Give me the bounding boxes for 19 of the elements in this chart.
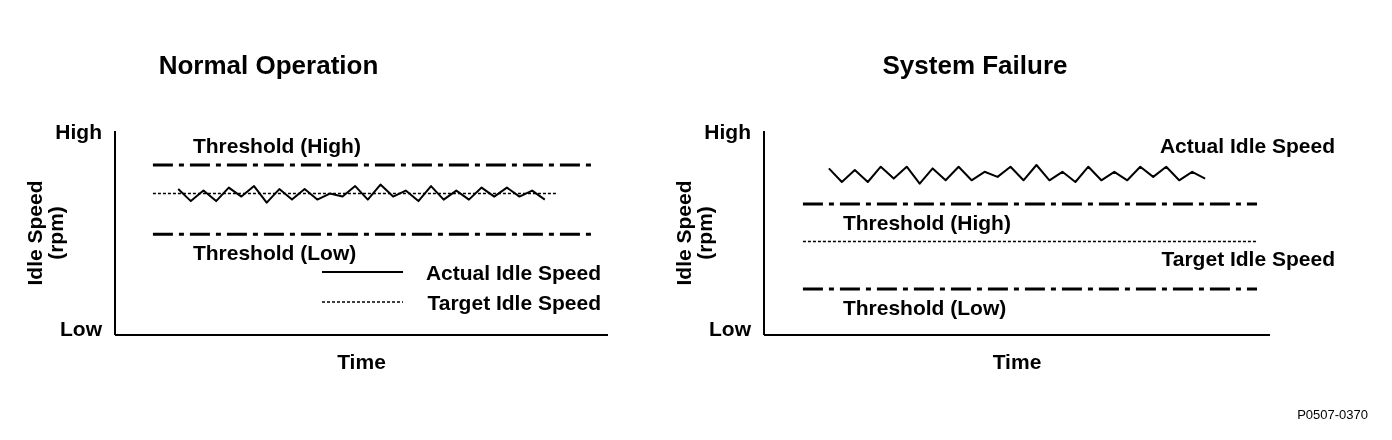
text: High xyxy=(55,120,102,143)
ref-line-label: Threshold (Low) xyxy=(192,241,357,265)
series-label: Target Idle Speed xyxy=(1161,246,1335,270)
text: P0507-0370 xyxy=(1297,407,1368,422)
series-label: Actual Idle Speed xyxy=(1159,134,1335,157)
x-axis-title: Time xyxy=(337,350,386,373)
text: Low xyxy=(60,317,103,340)
ref-line-label: Threshold (High) xyxy=(192,134,361,157)
legend-label: Target Idle Speed xyxy=(427,290,601,314)
ref-line-label: Threshold (Low) xyxy=(842,296,1007,320)
text: High xyxy=(704,120,751,143)
text: Low xyxy=(709,317,752,340)
y-axis-title: Idle Speed (rpm) xyxy=(671,180,716,286)
x-axis-title: Time xyxy=(992,350,1042,373)
chart-title: System Failure xyxy=(882,50,1068,80)
y-axis-title: Idle Speed (rpm) xyxy=(22,180,67,286)
chart-title: Normal Operation xyxy=(158,50,379,80)
legend-label: Actual Idle Speed xyxy=(425,260,601,284)
ref-line-label: Threshold (High) xyxy=(842,211,1011,235)
